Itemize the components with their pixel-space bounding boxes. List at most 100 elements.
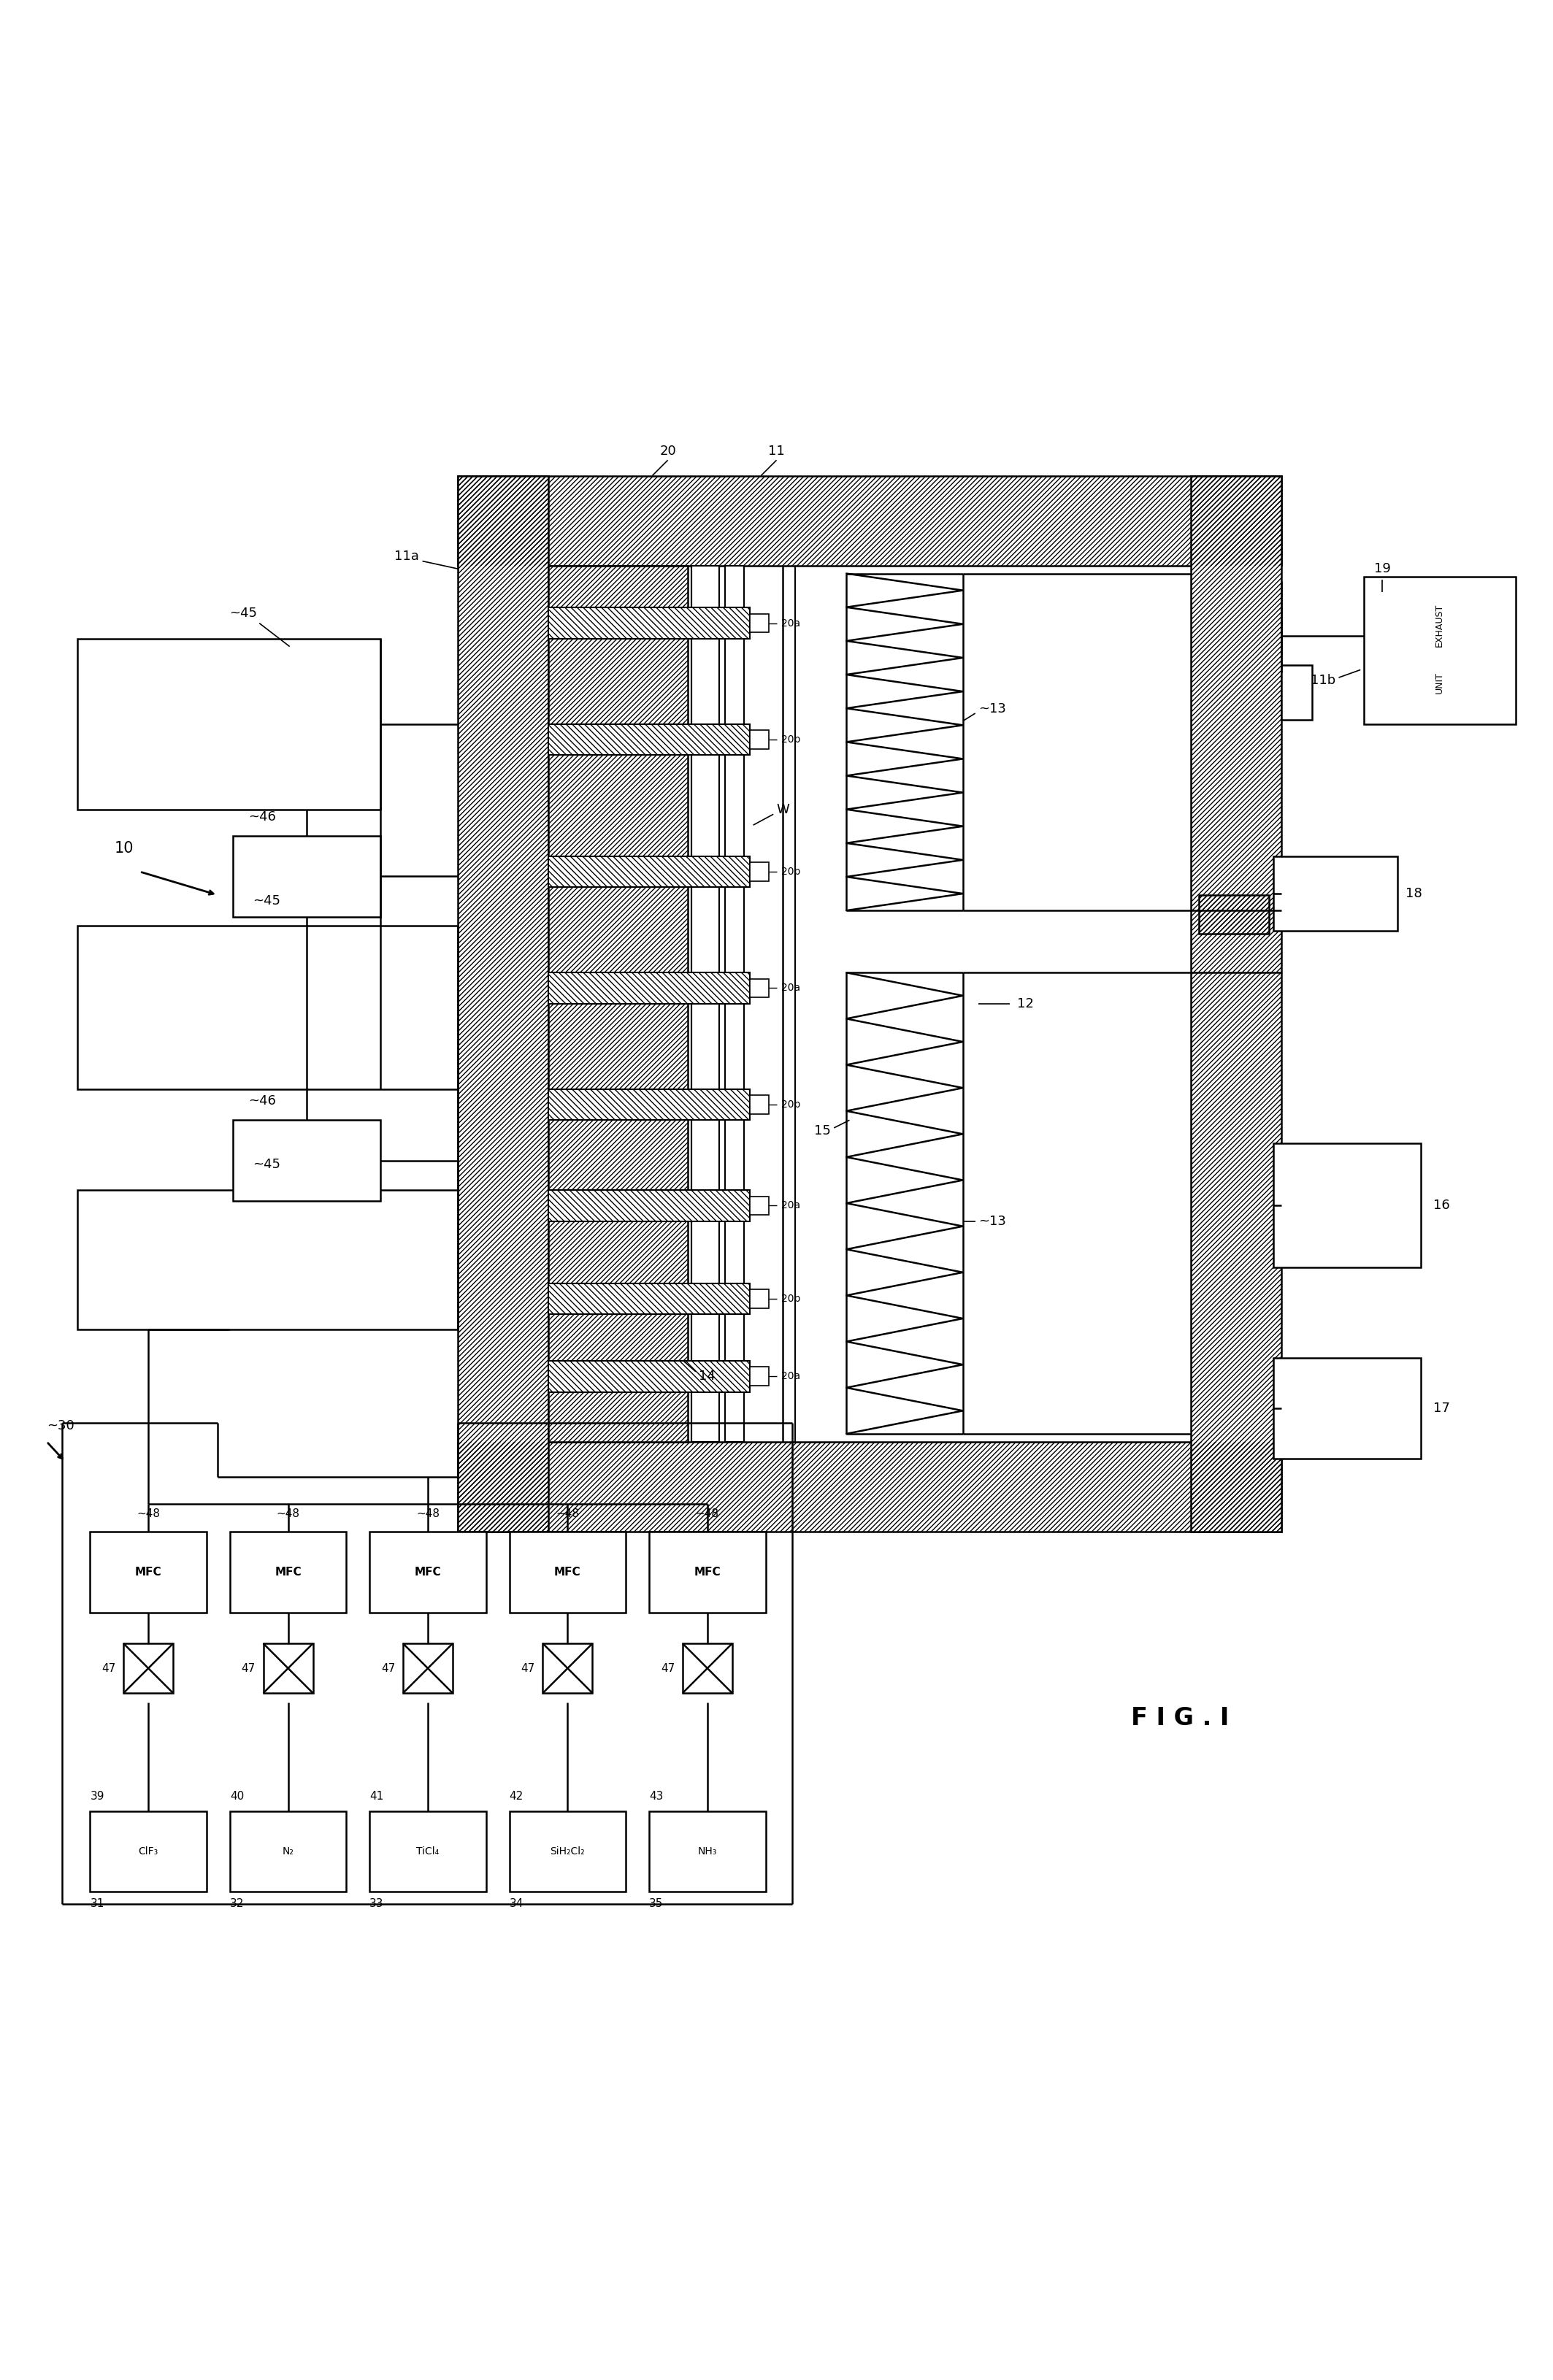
Text: ~48: ~48 — [416, 1509, 439, 1518]
Bar — [548, 857, 750, 888]
Bar — [458, 476, 1281, 566]
Text: ~45: ~45 — [252, 1159, 280, 1171]
Bar — [750, 731, 769, 750]
Bar — [548, 1090, 750, 1121]
Text: ~45: ~45 — [252, 895, 280, 907]
Text: 12: 12 — [1017, 997, 1034, 1009]
Bar — [548, 566, 688, 1442]
Text: ~30: ~30 — [47, 1418, 75, 1433]
Bar — [750, 1197, 769, 1214]
Text: ~46: ~46 — [248, 809, 276, 823]
Bar — [750, 1095, 769, 1114]
Bar — [548, 1361, 750, 1392]
Text: MFC: MFC — [135, 1566, 162, 1578]
Text: 47: 47 — [101, 1664, 115, 1673]
Bar — [1273, 1142, 1421, 1269]
Text: ~45: ~45 — [230, 607, 256, 621]
Bar — [649, 1811, 766, 1892]
Text: 20: 20 — [660, 445, 676, 457]
Bar — [725, 566, 744, 1442]
Bar — [370, 1811, 486, 1892]
Bar — [1273, 1357, 1421, 1459]
Text: 20b: 20b — [781, 1100, 800, 1109]
Bar — [78, 1190, 458, 1330]
Text: 20b: 20b — [781, 866, 800, 876]
Text: ~48: ~48 — [696, 1509, 719, 1518]
Text: 33: 33 — [370, 1899, 384, 1909]
Bar — [458, 1442, 1281, 1533]
Bar — [548, 566, 1191, 1442]
Bar — [78, 926, 458, 1090]
Text: 18: 18 — [1405, 888, 1423, 900]
Text: N₂: N₂ — [283, 1847, 294, 1856]
Text: ~13: ~13 — [978, 1214, 1006, 1228]
Bar — [649, 1533, 766, 1611]
Text: 34: 34 — [509, 1899, 523, 1909]
Text: 35: 35 — [649, 1899, 663, 1909]
Bar — [90, 1533, 207, 1611]
Bar — [402, 1645, 453, 1692]
Text: 47: 47 — [660, 1664, 674, 1673]
Text: 47: 47 — [241, 1664, 255, 1673]
Bar — [230, 1811, 346, 1892]
Bar — [458, 476, 1281, 566]
Bar — [509, 1811, 626, 1892]
Text: NH₃: NH₃ — [697, 1847, 717, 1856]
Bar — [1191, 476, 1281, 1533]
Text: W: W — [776, 802, 789, 816]
Bar — [548, 1361, 750, 1392]
Text: SiH₂Cl₂: SiH₂Cl₂ — [550, 1847, 585, 1856]
Text: ~48: ~48 — [556, 1509, 579, 1518]
Text: MFC: MFC — [275, 1566, 301, 1578]
Bar — [548, 607, 750, 638]
Text: ~48: ~48 — [137, 1509, 160, 1518]
Bar — [682, 1645, 731, 1692]
Text: 32: 32 — [230, 1899, 244, 1909]
Text: 42: 42 — [509, 1790, 523, 1802]
Bar — [548, 724, 750, 754]
Text: 20a: 20a — [781, 619, 800, 628]
Bar — [1199, 895, 1269, 933]
Bar — [548, 566, 688, 1442]
Bar — [548, 973, 750, 1004]
Text: 19: 19 — [1374, 562, 1390, 576]
Text: ~46: ~46 — [248, 1095, 276, 1107]
Bar — [548, 1283, 750, 1314]
Bar — [750, 614, 769, 633]
Text: 20a: 20a — [781, 1371, 800, 1380]
Bar — [123, 1645, 174, 1692]
Bar — [509, 1533, 626, 1611]
Text: 20b: 20b — [781, 735, 800, 745]
Bar — [458, 1442, 1281, 1533]
Bar — [1199, 895, 1269, 933]
Bar — [548, 1090, 750, 1121]
Text: 10: 10 — [115, 840, 134, 857]
Bar — [750, 1290, 769, 1309]
Text: 40: 40 — [230, 1790, 244, 1802]
Text: TiCl₄: TiCl₄ — [416, 1847, 439, 1856]
Bar — [262, 1645, 312, 1692]
Bar — [1273, 857, 1398, 931]
Bar — [750, 1366, 769, 1385]
Text: 17: 17 — [1433, 1402, 1451, 1414]
Bar — [691, 566, 719, 1442]
Bar — [370, 1533, 486, 1611]
Text: 31: 31 — [90, 1899, 104, 1909]
Text: 16: 16 — [1433, 1200, 1451, 1211]
Text: MFC: MFC — [415, 1566, 441, 1578]
Bar — [1281, 664, 1312, 719]
Text: EXHAUST: EXHAUST — [1435, 605, 1444, 647]
Bar — [90, 1811, 207, 1892]
Bar — [458, 476, 548, 1533]
Bar — [750, 862, 769, 881]
Text: MFC: MFC — [694, 1566, 721, 1578]
Bar — [548, 857, 750, 888]
Text: 11: 11 — [769, 445, 784, 457]
Text: 47: 47 — [520, 1664, 534, 1673]
Text: 14: 14 — [699, 1371, 716, 1383]
Text: 20a: 20a — [781, 1200, 800, 1211]
Text: 41: 41 — [370, 1790, 384, 1802]
Bar — [78, 638, 380, 809]
Text: 39: 39 — [90, 1790, 104, 1802]
Text: 20a: 20a — [781, 983, 800, 992]
